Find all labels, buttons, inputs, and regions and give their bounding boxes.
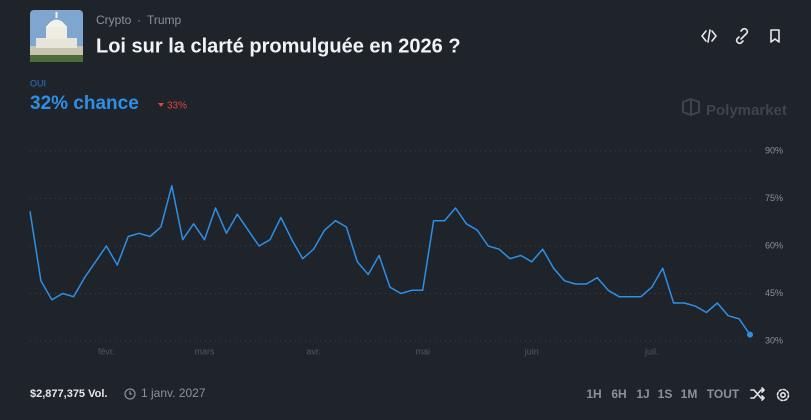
tag: Crypto <box>96 13 132 27</box>
price-chart: 90% 75% 60% 45% 30% févr. mars avr. mai juin juil. <box>29 145 783 356</box>
outcome-change: 33% <box>167 101 187 112</box>
brand-logo: Polymarket <box>682 97 787 119</box>
range-button[interactable]: 6H <box>611 387 626 401</box>
clock-icon <box>124 388 136 400</box>
change-down-icon <box>158 103 164 107</box>
x-tick-label: juil. <box>644 346 659 356</box>
range-button[interactable]: 1H <box>586 387 601 401</box>
settings-button[interactable] <box>776 388 790 402</box>
price-line <box>29 185 751 336</box>
embed-button[interactable] <box>701 29 717 43</box>
y-tick-label: 75% <box>765 193 783 203</box>
bookmark-button[interactable] <box>770 29 780 43</box>
outcome-label: OUI <box>30 78 46 88</box>
last-point <box>747 331 753 338</box>
range-button[interactable]: 1J <box>636 387 649 401</box>
x-tick-label: mars <box>195 346 215 356</box>
x-tick-label: févr. <box>98 346 115 356</box>
range-button[interactable]: 1M <box>681 387 698 401</box>
market-title: Loi sur la clarté promulguée en 2026 ? <box>96 35 461 57</box>
x-tick-label: juin <box>524 346 539 356</box>
range-button[interactable]: TOUT <box>707 387 740 401</box>
y-tick-label: 60% <box>765 240 783 250</box>
tag: Trump <box>147 13 182 27</box>
market-image <box>30 10 83 62</box>
outcome-chance: 32% chance <box>30 93 139 114</box>
tag-separator: · <box>137 13 141 27</box>
x-tick-label: avr. <box>306 346 321 356</box>
link-button[interactable] <box>735 27 749 45</box>
y-tick-label: 45% <box>765 288 783 298</box>
volume: $2,877,375 Vol. <box>30 388 107 400</box>
range-selector: 1H 6H 1J 1S 1M TOUT <box>586 387 740 401</box>
y-tick-label: 90% <box>765 145 783 155</box>
end-date: 1 janv. 2027 <box>141 386 206 400</box>
range-button[interactable]: 1S <box>658 387 673 401</box>
y-tick-label: 30% <box>765 335 783 345</box>
shuffle-button[interactable] <box>750 387 765 401</box>
x-tick-label: mai <box>415 346 430 356</box>
brand-name: Polymarket <box>706 102 787 119</box>
